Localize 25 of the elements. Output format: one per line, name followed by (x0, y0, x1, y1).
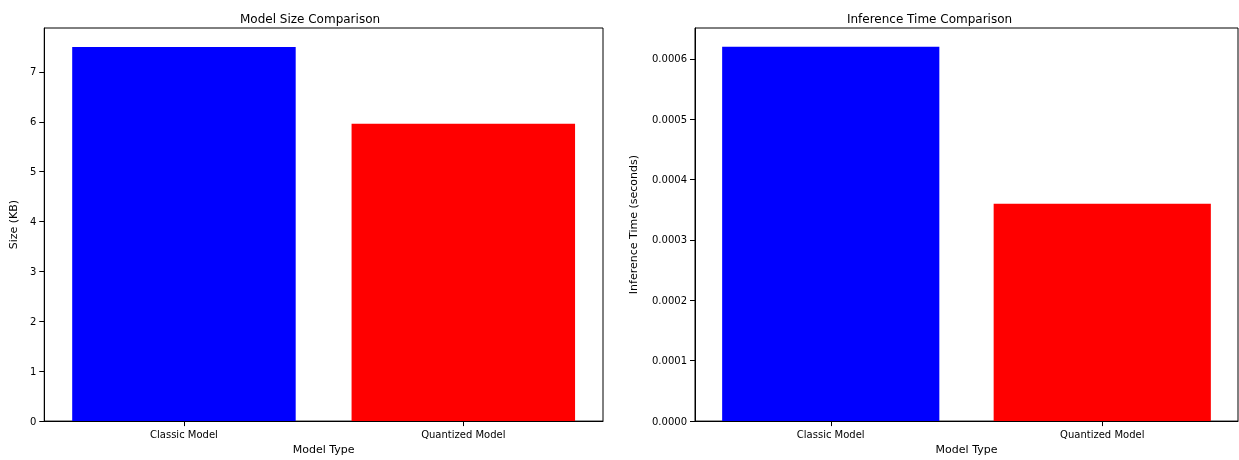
y-tick-label: 0.0002 (652, 294, 687, 306)
x-axis-title: Model Type (935, 443, 998, 456)
y-axis-title: Size (KB) (7, 199, 20, 250)
y-tick-label: 0.0003 (652, 234, 687, 246)
y-tick-label: 6 (29, 116, 37, 128)
y-tick-label: 3 (29, 265, 37, 277)
y-tick-label: 1 (29, 365, 37, 377)
y-tick-label: 7 (29, 66, 37, 78)
y-tick-label: 2 (29, 315, 37, 327)
y-tick-label: 0.0004 (652, 174, 687, 186)
y-axis-title: Inference Time (seconds) (627, 154, 640, 295)
y-tick-label: 0.0000 (652, 415, 687, 427)
y-tick-label: 0.0005 (652, 113, 687, 125)
y-tick-label: 0.0001 (652, 355, 687, 367)
y-tick-label: 4 (29, 216, 37, 228)
x-tick-label: Classic Model (150, 428, 218, 440)
x-tick-label: Quantized Model (1060, 428, 1145, 440)
x-axis-title: Model Type (292, 443, 355, 456)
x-tick-label: Quantized Model (421, 428, 506, 440)
x-tick-label: Classic Model (796, 428, 865, 440)
y-tick-label: 0 (29, 415, 37, 427)
y-tick-label: 0.0006 (652, 53, 687, 65)
chart-title: Model Size Comparison (239, 12, 381, 26)
chart-title: Inference Time Comparison (846, 12, 1013, 26)
y-tick-label: 5 (29, 166, 37, 178)
